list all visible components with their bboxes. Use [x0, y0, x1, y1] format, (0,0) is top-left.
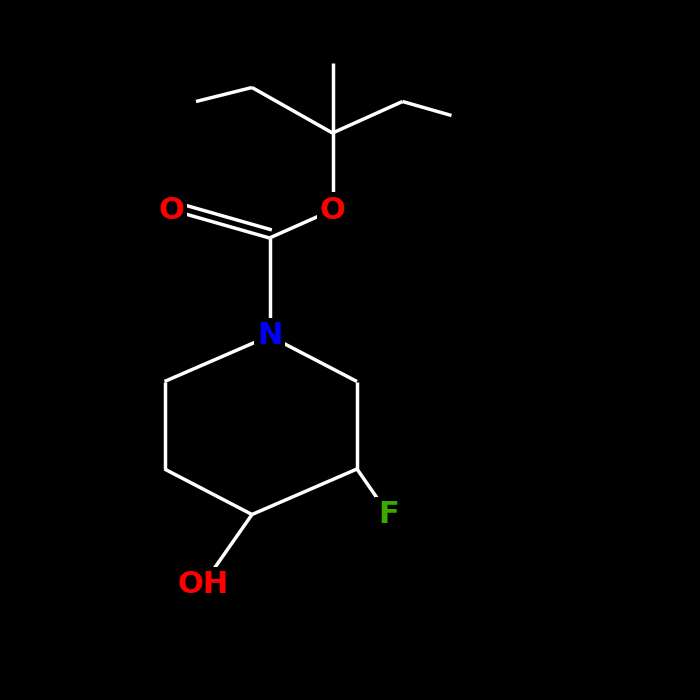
Text: OH: OH [177, 570, 229, 599]
Text: N: N [257, 321, 282, 351]
Text: O: O [159, 195, 184, 225]
Text: F: F [378, 500, 399, 529]
Text: O: O [320, 195, 345, 225]
